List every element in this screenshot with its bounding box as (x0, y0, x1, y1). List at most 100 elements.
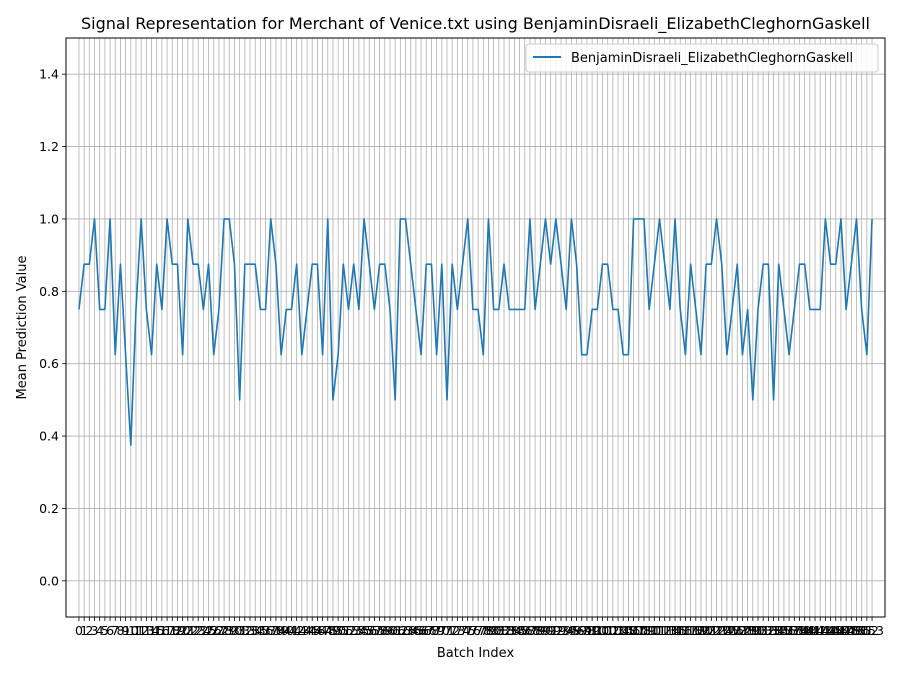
x-tick-label: 34 (247, 623, 263, 638)
x-tick-label: 73 (449, 623, 465, 638)
x-tick-label: 45 (304, 623, 320, 638)
x-tick-label: 42 (289, 623, 305, 638)
x-tick-label: 53 (346, 623, 362, 638)
x-tick-label: 118 (679, 623, 703, 638)
x-tick-label: 46 (309, 623, 325, 638)
y-tick-label: 1.0 (39, 211, 59, 226)
x-tick-label: 71 (439, 623, 455, 638)
x-tick-label: 125 (715, 623, 739, 638)
x-tick-label: 40 (278, 623, 294, 638)
x-tick-label: 143 (808, 623, 832, 638)
x-tick-label: 75 (460, 623, 476, 638)
x-tick-label: 50 (330, 623, 346, 638)
x-tick-label: 21 (180, 623, 196, 638)
x-tick-label: 58 (372, 623, 388, 638)
x-tick-label: 98 (579, 623, 595, 638)
x-tick-label: 54 (351, 623, 367, 638)
x-tick-label: 23 (190, 623, 206, 638)
x-tick-label: 18 (164, 623, 180, 638)
x-tick-label: 117 (674, 623, 698, 638)
x-tick-label: 120 (689, 623, 713, 638)
x-tick-label: 10 (123, 623, 139, 638)
x-tick-label: 111 (642, 623, 666, 638)
x-tick-label: 61 (387, 623, 403, 638)
x-tick-label: 78 (475, 623, 491, 638)
x-tick-label: 91 (543, 623, 559, 638)
x-tick-label: 97 (574, 623, 590, 638)
x-tick-label: 67 (418, 623, 434, 638)
y-tick-label: 1.4 (39, 67, 59, 82)
x-tick-label: 145 (819, 623, 843, 638)
x-tick-label: 126 (720, 623, 744, 638)
x-tick-label: 88 (527, 623, 543, 638)
x-tick-label: 39 (273, 623, 289, 638)
x-tick-label: 134 (762, 623, 786, 638)
y-gridlines (66, 73, 885, 582)
x-tick-label: 93 (553, 623, 569, 638)
x-tick-label: 51 (335, 623, 351, 638)
x-tick-label: 139 (788, 623, 812, 638)
x-tick-label: 121 (694, 623, 718, 638)
x-tick-label: 113 (653, 623, 677, 638)
chart-title: Signal Representation for Merchant of Ve… (81, 14, 870, 34)
x-tick-label: 142 (803, 623, 827, 638)
x-tick-label: 70 (434, 623, 450, 638)
x-tick-label: 26 (206, 623, 222, 638)
x-tick-label: 109 (632, 623, 656, 638)
x-tick-label: 43 (294, 623, 310, 638)
x-gridlines (78, 38, 873, 617)
x-tick-label: 112 (648, 623, 672, 638)
x-tick-label: 86 (517, 623, 533, 638)
x-tick-label: 62 (392, 623, 408, 638)
x-tick-label: 32 (237, 623, 253, 638)
series-layer (78, 218, 873, 446)
x-tick-label: 150 (845, 623, 869, 638)
x-tick-label: 60 (382, 623, 398, 638)
x-tick-label: 79 (481, 623, 497, 638)
x-tick-label: 1 (80, 623, 88, 638)
x-tick-label: 107 (622, 623, 646, 638)
x-tick-label: 128 (731, 623, 755, 638)
x-tick-label: 15 (149, 623, 165, 638)
x-tick-label: 100 (585, 623, 609, 638)
x-tick-label: 110 (637, 623, 661, 638)
x-tick-label: 66 (413, 623, 429, 638)
x-tick-label: 55 (356, 623, 372, 638)
x-tick-label: 16 (154, 623, 170, 638)
x-tick-label: 9 (122, 623, 130, 638)
x-tick-label: 57 (366, 623, 382, 638)
x-tick-label: 131 (746, 623, 770, 638)
x-tick-label: 19 (169, 623, 185, 638)
x-tick-label: 85 (512, 623, 528, 638)
x-tick-label: 12 (133, 623, 149, 638)
x-tick-label: 95 (563, 623, 579, 638)
x-tick-label: 135 (767, 623, 791, 638)
x-tick-label: 141 (798, 623, 822, 638)
x-tick-label: 36 (258, 623, 274, 638)
x-tick-label: 151 (850, 623, 874, 638)
x-tick-label: 96 (569, 623, 585, 638)
x-tick-label: 72 (444, 623, 460, 638)
x-tick-label: 89 (532, 623, 548, 638)
x-tick-label: 59 (377, 623, 393, 638)
x-tick-label: 65 (408, 623, 424, 638)
x-tick-label: 153 (860, 623, 884, 638)
x-tick-label: 130 (741, 623, 765, 638)
x-tick-label: 11 (128, 623, 144, 638)
x-tick-label: 149 (839, 623, 863, 638)
x-tick-label: 114 (658, 623, 682, 638)
x-tick-label: 8 (116, 623, 124, 638)
x-tick-label: 119 (684, 623, 708, 638)
x-tick-label: 101 (591, 623, 615, 638)
x-axis-title: Batch Index (437, 646, 515, 661)
x-tick-label: 14 (144, 623, 160, 638)
x-tick-label: 2 (85, 623, 93, 638)
y-tick-label: 0.8 (39, 284, 59, 299)
x-tick-label: 49 (325, 623, 341, 638)
x-tick-label: 104 (606, 623, 630, 638)
x-tick-label: 140 (793, 623, 817, 638)
x-tick-label: 127 (725, 623, 749, 638)
x-tick-label: 94 (558, 623, 574, 638)
x-tick-label: 129 (736, 623, 760, 638)
